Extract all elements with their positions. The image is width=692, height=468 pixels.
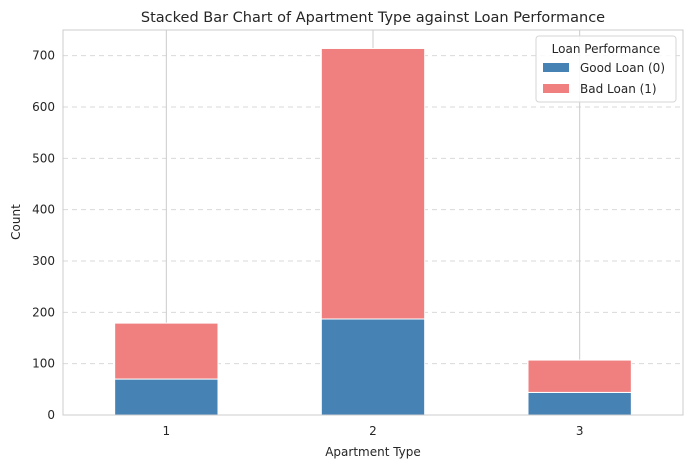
- y-tick-label: 100: [32, 357, 55, 371]
- y-tick-label: 0: [47, 408, 55, 422]
- y-axis-label: Count: [9, 204, 23, 240]
- bar-good-loan-type-1: [114, 378, 219, 416]
- x-tick-label: 1: [163, 424, 171, 438]
- y-tick-label: 600: [32, 100, 55, 114]
- legend-label-good-loan: Good Loan (0): [580, 61, 665, 75]
- bars: [114, 47, 632, 416]
- legend-label-bad-loan: Bad Loan (1): [580, 82, 657, 96]
- x-axis-label: Apartment Type: [325, 445, 421, 459]
- legend-title: Loan Performance: [552, 42, 661, 56]
- bar-bad-loan-type-1: [114, 322, 219, 380]
- plot-frame: [62, 29, 684, 416]
- legend-box: [535, 35, 677, 103]
- y-tick-label: 400: [32, 203, 55, 217]
- x-tick-labels: 1 2 3: [163, 424, 584, 438]
- y-tick-label: 200: [32, 305, 55, 319]
- y-tick-label: 700: [32, 49, 55, 63]
- y-tick-labels: 0 100 200 300 400 500 600 700: [32, 49, 55, 422]
- legend: Loan Performance Good Loan (0) Bad Loan …: [535, 35, 677, 103]
- chart-title: Stacked Bar Chart of Apartment Type agai…: [141, 10, 605, 26]
- x-tick-label: 3: [576, 424, 584, 438]
- legend-swatch-bad-loan: [543, 84, 569, 93]
- bar-bad-loan-type-3: [527, 359, 632, 393]
- y-tick-label: 500: [32, 151, 55, 165]
- x-tick-label: 2: [369, 424, 377, 438]
- bar-good-loan-type-2: [320, 318, 426, 416]
- bar-good-loan-type-3: [527, 391, 632, 416]
- bar-bad-loan-type-2: [320, 47, 426, 320]
- y-tick-label: 300: [32, 254, 55, 268]
- legend-swatch-good-loan: [543, 63, 569, 72]
